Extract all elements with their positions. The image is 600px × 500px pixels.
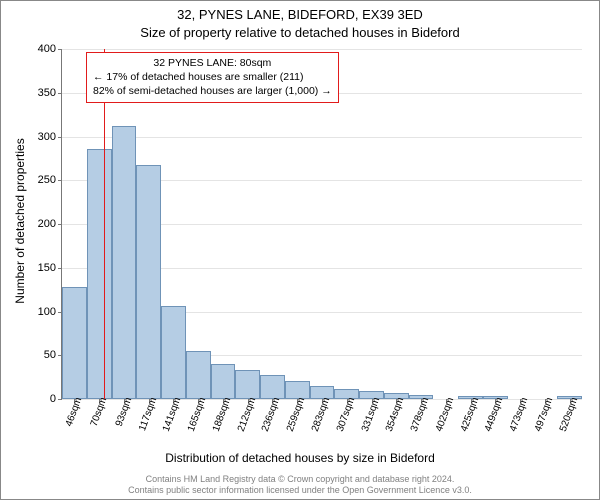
bar bbox=[87, 149, 112, 399]
ytick-label: 250 bbox=[22, 174, 56, 186]
xtick-label: 236sqm bbox=[260, 396, 283, 433]
xtick-label: 402sqm bbox=[434, 396, 457, 433]
ytick-label: 100 bbox=[22, 306, 56, 318]
chart-container: 32, PYNES LANE, BIDEFORD, EX39 3ED Size … bbox=[0, 0, 600, 500]
xtick-label: 70sqm bbox=[89, 396, 110, 428]
bar bbox=[136, 165, 161, 400]
xtick-label: 331sqm bbox=[359, 396, 382, 433]
xtick-label: 354sqm bbox=[384, 396, 407, 433]
title-address: 32, PYNES LANE, BIDEFORD, EX39 3ED bbox=[1, 7, 599, 22]
attribution-line1: Contains HM Land Registry data © Crown c… bbox=[1, 474, 599, 485]
ytick-label: 50 bbox=[22, 349, 56, 361]
x-axis-label: Distribution of detached houses by size … bbox=[1, 451, 599, 465]
ytick-label: 400 bbox=[22, 43, 56, 55]
title-subtitle: Size of property relative to detached ho… bbox=[1, 25, 599, 40]
info-line1: 32 PYNES LANE: 80sqm bbox=[93, 56, 332, 70]
bar bbox=[186, 351, 211, 399]
ytick-label: 350 bbox=[22, 87, 56, 99]
ytick-mark bbox=[58, 180, 62, 181]
info-box: 32 PYNES LANE: 80sqm ← 17% of detached h… bbox=[86, 52, 339, 103]
ytick-label: 300 bbox=[22, 131, 56, 143]
bar bbox=[235, 370, 260, 399]
ytick-label: 200 bbox=[22, 218, 56, 230]
ytick-mark bbox=[58, 93, 62, 94]
xtick-label: 497sqm bbox=[533, 396, 556, 433]
bar bbox=[161, 306, 186, 399]
xtick-label: 212sqm bbox=[236, 396, 259, 433]
bar bbox=[62, 287, 87, 399]
info-line2: ← 17% of detached houses are smaller (21… bbox=[93, 70, 332, 84]
gridline bbox=[62, 49, 582, 50]
ytick-mark bbox=[58, 399, 62, 400]
xtick-label: 378sqm bbox=[409, 396, 432, 433]
xtick-label: 46sqm bbox=[64, 396, 85, 428]
xtick-label: 307sqm bbox=[335, 396, 358, 433]
info-line3: 82% of semi-detached houses are larger (… bbox=[93, 84, 332, 98]
ytick-mark bbox=[58, 268, 62, 269]
ytick-mark bbox=[58, 49, 62, 50]
xtick-label: 425sqm bbox=[458, 396, 481, 433]
bar bbox=[211, 364, 236, 399]
ytick-label: 150 bbox=[22, 262, 56, 274]
xtick-label: 520sqm bbox=[557, 396, 580, 433]
gridline bbox=[62, 137, 582, 138]
ytick-mark bbox=[58, 224, 62, 225]
bar bbox=[112, 126, 137, 399]
xtick-label: 449sqm bbox=[483, 396, 506, 433]
xtick-label: 165sqm bbox=[186, 396, 209, 433]
ytick-label: 0 bbox=[22, 393, 56, 405]
xtick-label: 283sqm bbox=[310, 396, 333, 433]
xtick-label: 473sqm bbox=[508, 396, 531, 433]
xtick-label: 259sqm bbox=[285, 396, 308, 433]
xtick-label: 141sqm bbox=[161, 396, 184, 433]
ytick-mark bbox=[58, 137, 62, 138]
attribution-line2: Contains public sector information licen… bbox=[1, 485, 599, 496]
xtick-label: 93sqm bbox=[114, 396, 135, 428]
xtick-label: 117sqm bbox=[137, 396, 159, 433]
xtick-label: 188sqm bbox=[211, 396, 234, 433]
attribution: Contains HM Land Registry data © Crown c… bbox=[1, 474, 599, 497]
